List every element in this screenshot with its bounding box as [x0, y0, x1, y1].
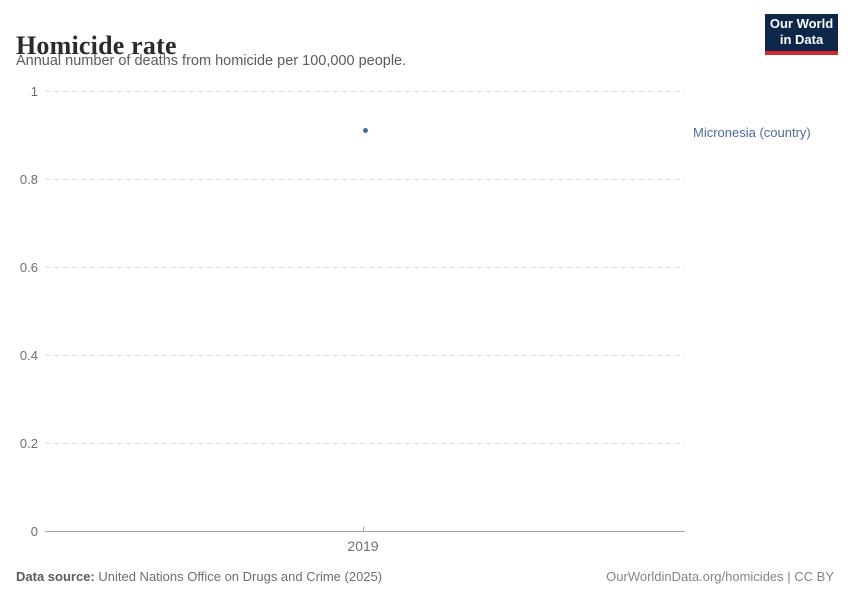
- y-gridline: [45, 443, 685, 444]
- y-tick-label: 0.2: [19, 436, 38, 451]
- x-axis-line: [45, 531, 685, 532]
- x-tick-label: 2019: [347, 538, 379, 554]
- data-point[interactable]: [362, 128, 368, 134]
- data-source-label: Data source:: [16, 569, 95, 584]
- page-title: Homicide rate: [16, 31, 177, 61]
- y-tick-label: 1: [30, 84, 38, 99]
- owid-logo[interactable]: Our World in Data: [765, 14, 838, 55]
- y-gridline: [45, 267, 685, 268]
- data-source-value: United Nations Office on Drugs and Crime…: [94, 569, 383, 584]
- attribution-link[interactable]: OurWorldinData.org/homicides | CC BY: [606, 569, 834, 584]
- owid-logo-line2: in Data: [779, 32, 824, 48]
- y-gridline: [45, 179, 685, 180]
- y-gridline: [45, 355, 685, 356]
- y-tick-label: 0.8: [19, 172, 38, 187]
- chart-subtitle: Annual number of deaths from homicide pe…: [16, 53, 407, 69]
- y-tick-label: 0: [30, 524, 38, 539]
- y-tick-label: 0.6: [19, 260, 38, 275]
- owid-logo-line1: Our World: [769, 16, 834, 31]
- y-gridline: [45, 91, 685, 92]
- y-tick-label: 0.4: [19, 348, 38, 363]
- data-source-note: Data source: United Nations Office on Dr…: [16, 569, 382, 584]
- series-label[interactable]: Micronesia (country): [693, 124, 811, 140]
- x-tick-mark: [363, 527, 364, 531]
